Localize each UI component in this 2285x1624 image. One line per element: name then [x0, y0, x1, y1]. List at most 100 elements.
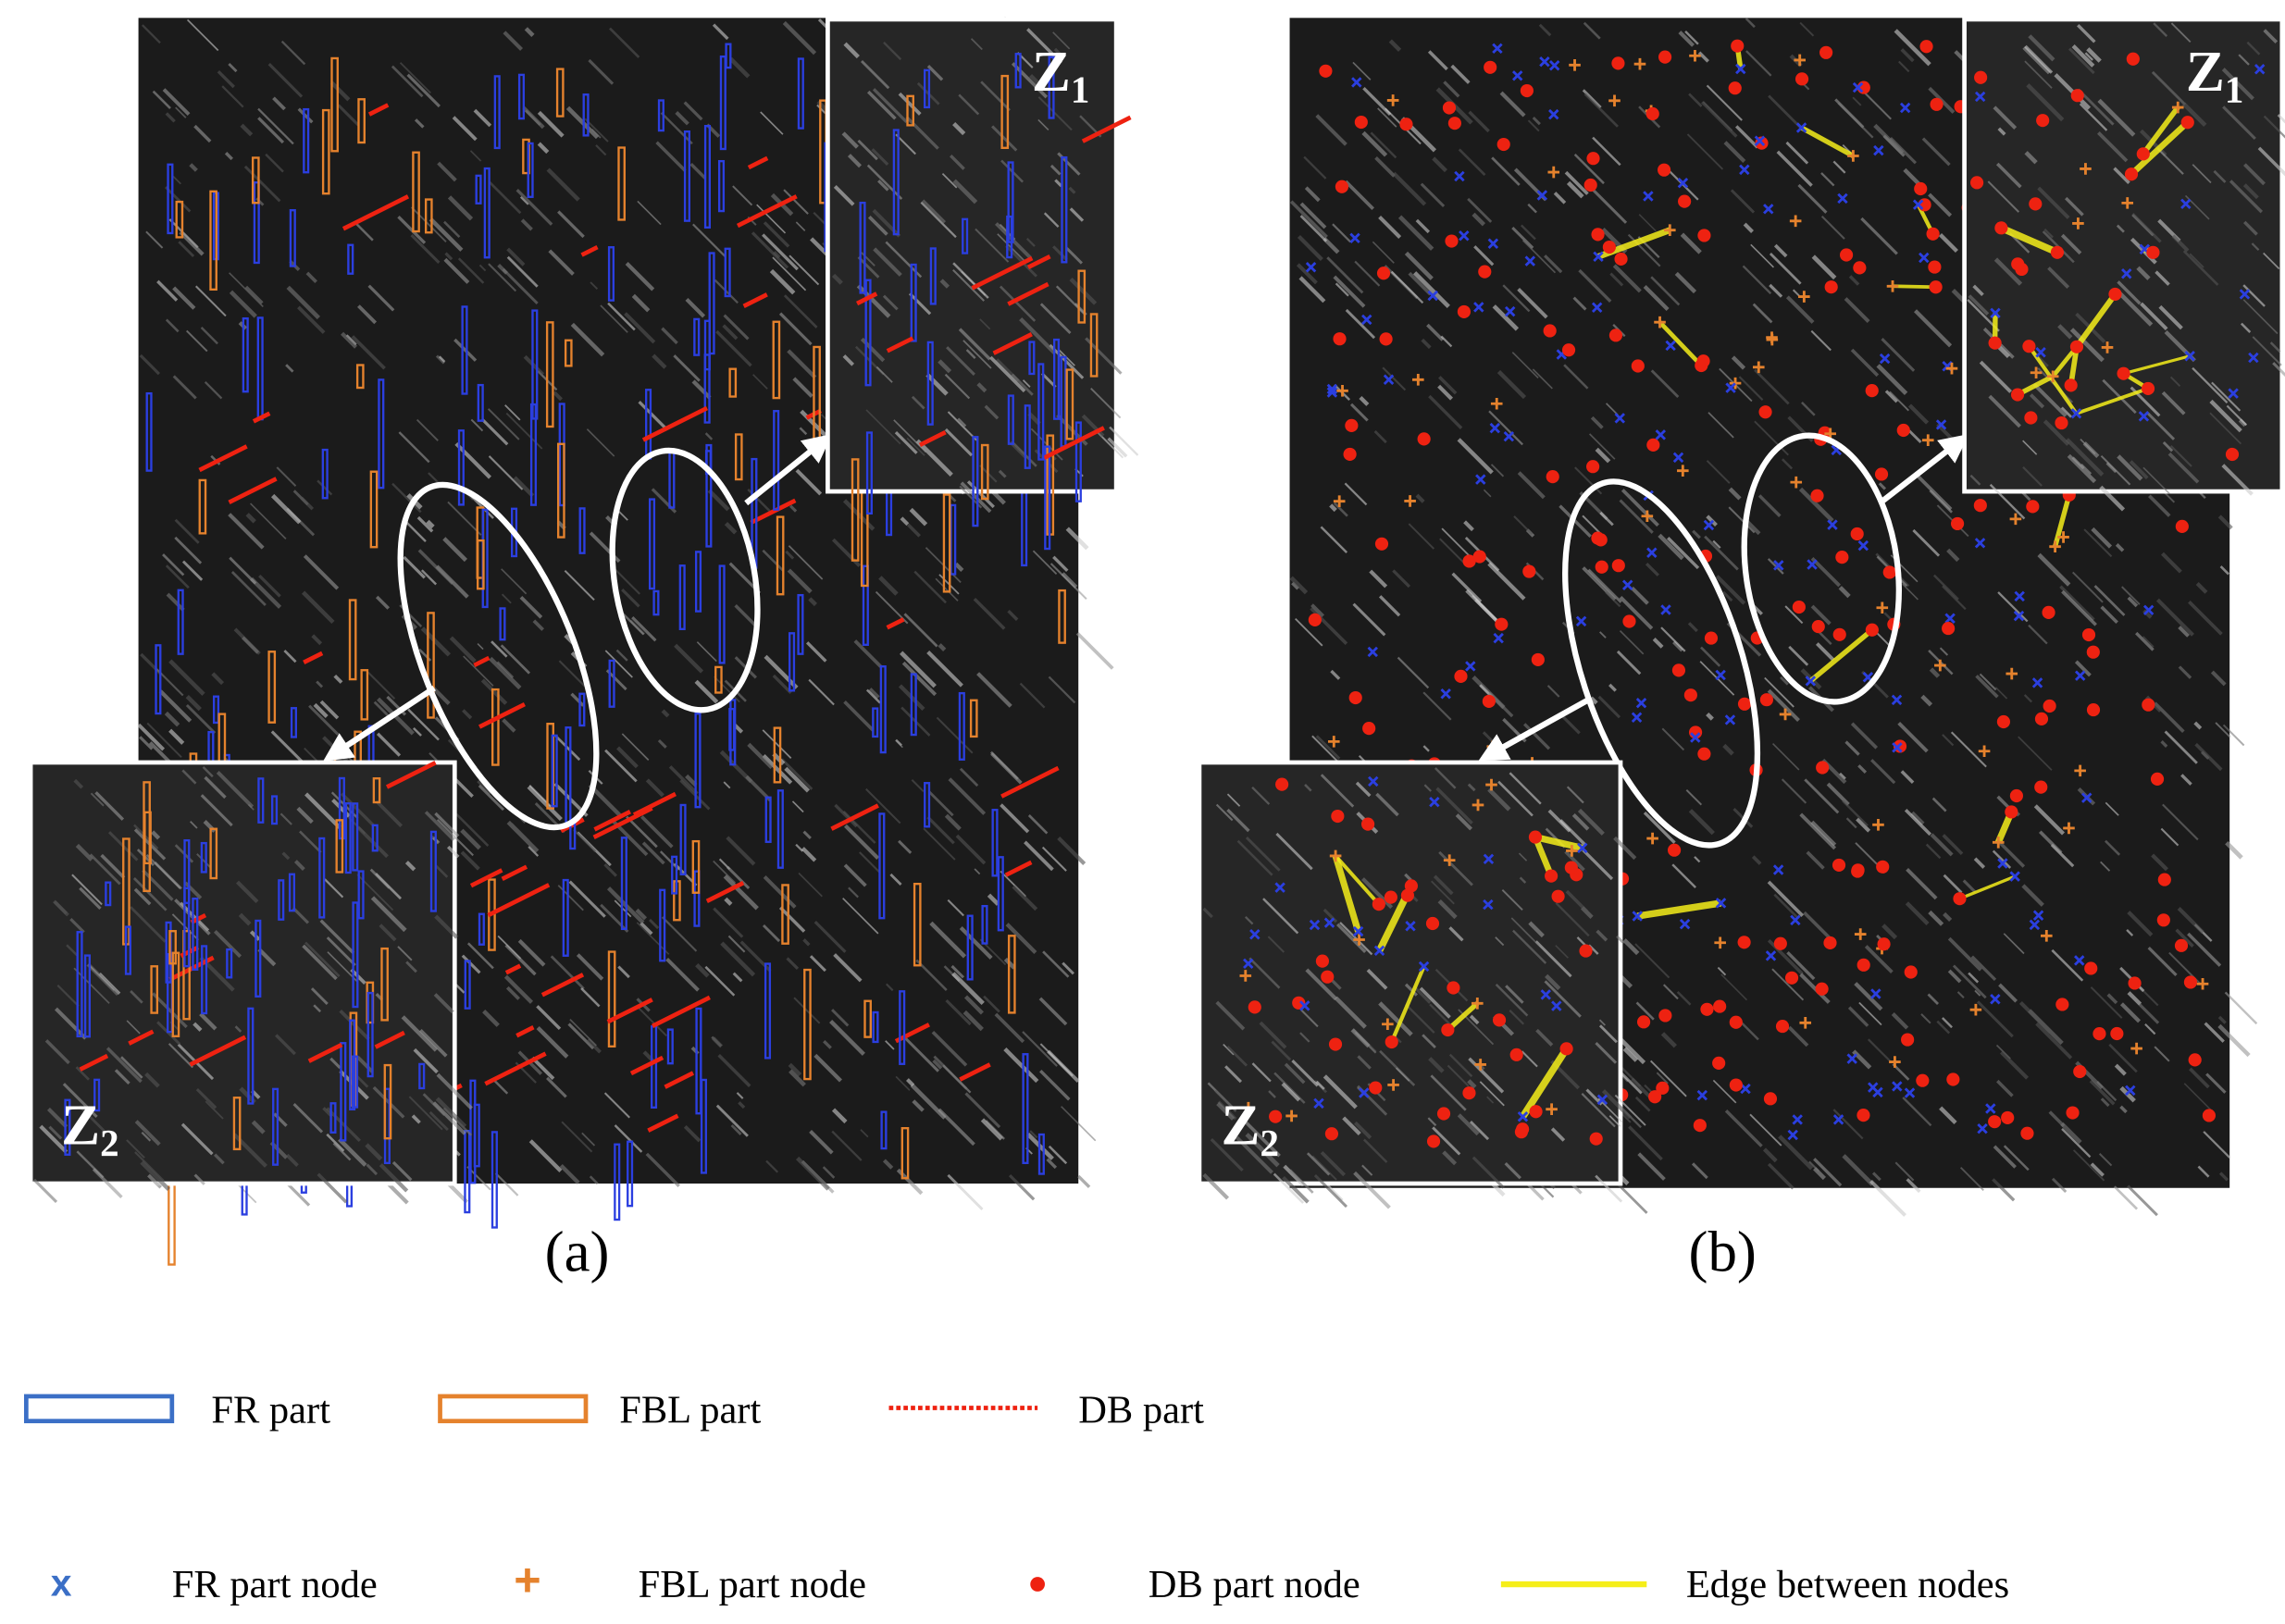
fbl-node	[1729, 377, 1742, 390]
texture	[2100, 1097, 2110, 1108]
fr-node	[2125, 1085, 2136, 1097]
texture	[1902, 1097, 1932, 1127]
db-part	[632, 791, 677, 817]
texture	[1852, 96, 1862, 106]
texture	[503, 974, 534, 1004]
texture	[2060, 406, 2072, 418]
texture	[1941, 1017, 1953, 1029]
fbl-node	[2049, 540, 2061, 553]
texture	[1427, 1117, 1437, 1127]
db-node	[1930, 97, 1943, 111]
inset-label: Z1	[2186, 39, 2243, 111]
texture	[1595, 1042, 1618, 1064]
fr-part	[718, 564, 726, 664]
texture	[1975, 675, 1999, 699]
texture	[898, 92, 922, 116]
texture	[787, 568, 813, 594]
texture	[412, 726, 422, 737]
edge	[1999, 224, 2059, 256]
texture	[1022, 379, 1031, 388]
texture	[950, 964, 965, 979]
texture	[1997, 127, 2006, 136]
db-node	[1996, 714, 2010, 729]
fr-node	[1539, 56, 1550, 68]
texture	[1448, 926, 1464, 942]
fr-node	[2254, 64, 2266, 75]
texture	[89, 853, 121, 886]
texture	[2142, 609, 2153, 619]
db-node	[1595, 560, 1608, 574]
db-node	[1953, 892, 1967, 906]
texture	[379, 924, 397, 942]
texture	[906, 1078, 915, 1087]
fr-part	[242, 316, 249, 393]
texture	[1656, 1072, 1669, 1085]
texture	[285, 364, 294, 373]
texture	[1378, 216, 1402, 239]
fr-part	[962, 217, 969, 254]
texture	[2117, 454, 2143, 481]
texture	[2021, 884, 2044, 907]
texture	[920, 201, 957, 239]
texture	[2169, 444, 2192, 467]
db-node	[1529, 1105, 1543, 1119]
texture	[885, 1040, 895, 1050]
fbl-part	[851, 458, 860, 562]
texture	[1546, 685, 1560, 698]
texture	[405, 521, 427, 542]
fbl-part	[380, 947, 389, 1022]
fbl-node	[2171, 101, 2184, 114]
texture	[1767, 880, 1805, 918]
texture	[428, 751, 438, 762]
texture	[1296, 263, 1318, 285]
texture	[1938, 233, 1958, 254]
edge	[1958, 874, 2016, 900]
db-node	[2029, 197, 2043, 211]
db-node	[1426, 1134, 1441, 1148]
texture	[1224, 1065, 1243, 1084]
texture	[2195, 582, 2208, 594]
texture	[56, 984, 80, 1008]
db-part	[228, 477, 278, 505]
texture	[947, 1173, 984, 1210]
texture	[1688, 93, 1703, 107]
texture	[2068, 47, 2095, 75]
fbl-node	[1443, 854, 1456, 866]
db-node	[2180, 116, 2194, 130]
db-part	[1007, 281, 1049, 306]
texture	[1028, 74, 1041, 86]
db-node	[1729, 1078, 1743, 1092]
texture	[872, 208, 901, 238]
fbl-node	[1242, 1101, 1255, 1114]
fr-part	[693, 870, 701, 927]
fr-node	[1575, 615, 1587, 627]
fbl-node	[2040, 930, 2053, 942]
texture	[834, 803, 858, 828]
texture	[631, 616, 657, 642]
fbl-node	[1327, 736, 1340, 748]
db-node	[2020, 1126, 2034, 1140]
fr-part	[289, 209, 296, 267]
texture	[1810, 557, 1842, 588]
fr-part	[923, 68, 931, 109]
fr-node	[2070, 408, 2082, 419]
texture	[319, 700, 340, 720]
db-node	[1850, 527, 1864, 541]
texture	[1497, 780, 1534, 817]
texture	[404, 861, 416, 872]
legend-symbol: +	[514, 1554, 540, 1606]
texture	[1564, 170, 1589, 195]
db-node	[1973, 499, 1987, 513]
texture	[1421, 338, 1432, 350]
db-node	[2183, 975, 2198, 989]
legend-swatch	[438, 1394, 589, 1424]
fr-node	[1577, 842, 1588, 854]
db-node	[1333, 332, 1347, 346]
db-node	[1865, 384, 1879, 398]
db-node	[1591, 531, 1605, 545]
texture	[2209, 399, 2242, 433]
texture	[802, 830, 812, 840]
texture	[546, 167, 580, 202]
texture	[329, 1057, 342, 1070]
fr-node	[1765, 950, 1777, 961]
